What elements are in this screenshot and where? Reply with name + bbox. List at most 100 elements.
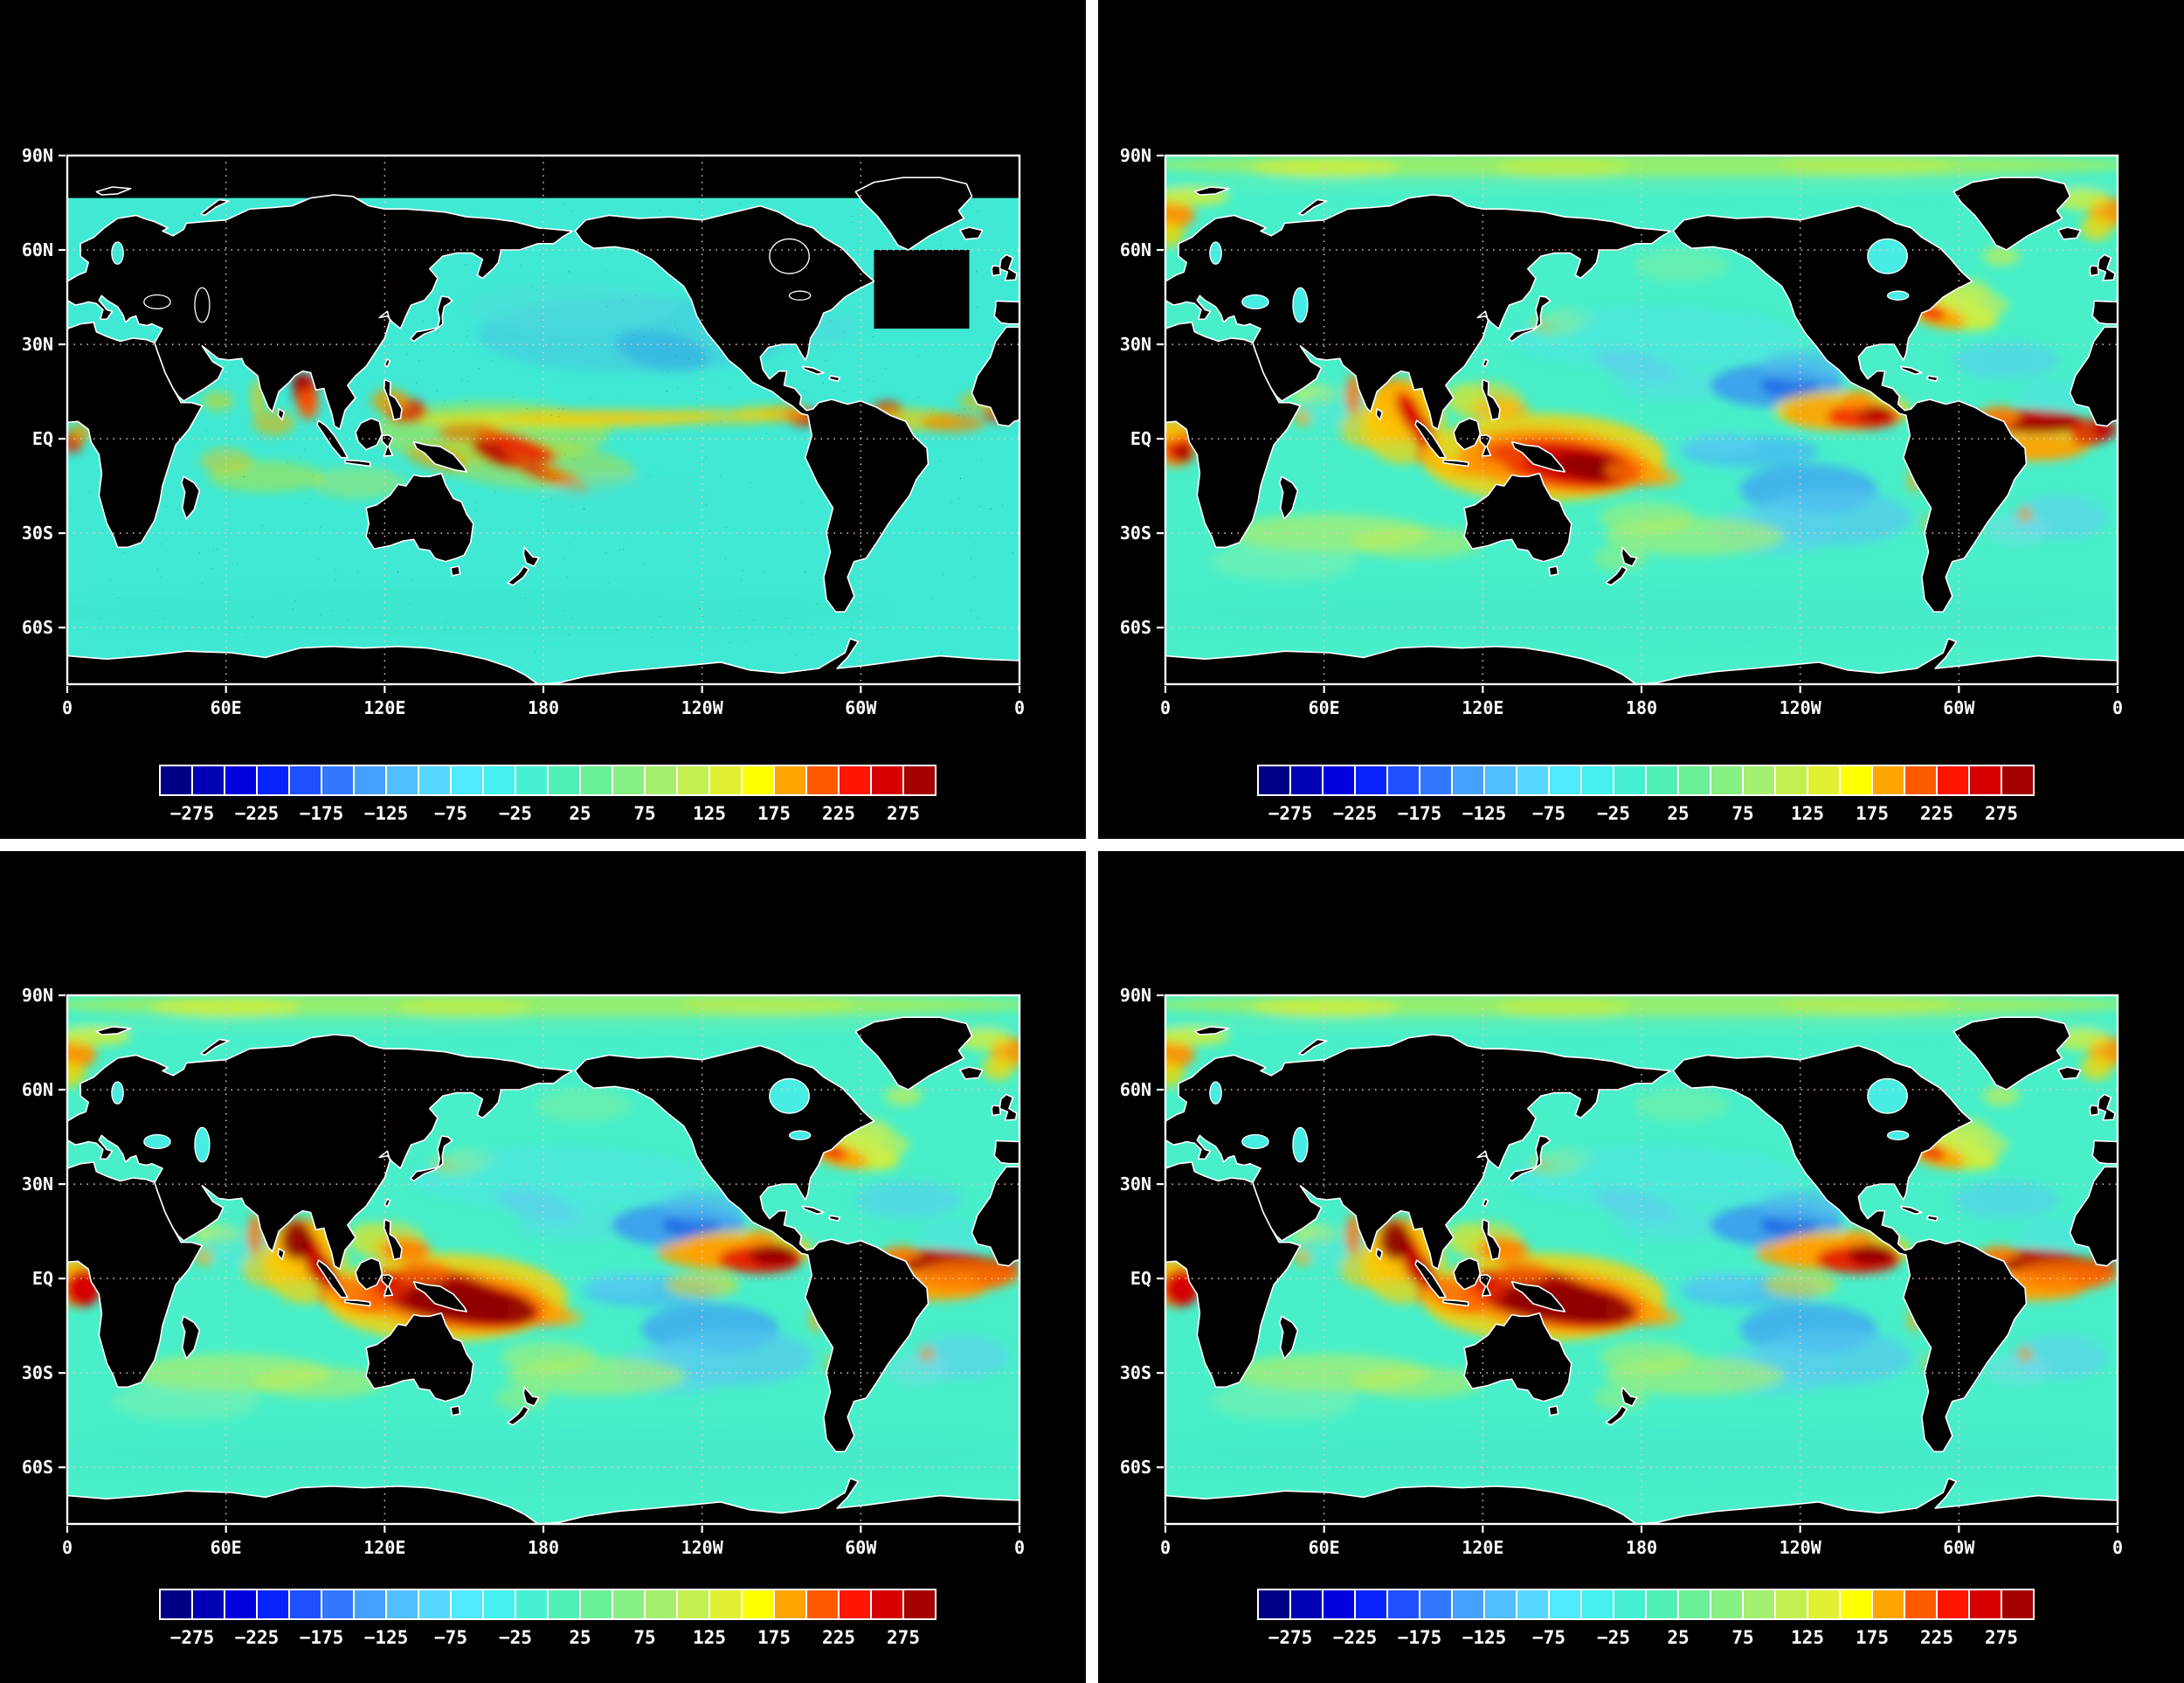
anomaly-blob	[541, 1306, 584, 1326]
lon-tick-label: 60W	[845, 1537, 877, 1558]
colorbar-swatch	[1904, 1589, 1938, 1620]
map-frame	[1164, 154, 2119, 686]
landmass	[95, 1026, 132, 1035]
top-right-plot-area: 0 60E 120E 180 120W 60W 0 90N 60N 30N EQ 30S 60S	[1120, 145, 2123, 718]
great_lakes-inland-water	[788, 1130, 812, 1140]
landmass	[412, 1280, 467, 1312]
colorbar-tick-label: −25	[1597, 1627, 1630, 1648]
anomaly-blob	[67, 1014, 1019, 1034]
lon-tick-label: 120W	[1780, 697, 1822, 718]
lon-tick-label: 120W	[681, 697, 724, 718]
landmass	[1952, 1016, 2071, 1091]
colorbar-swatch	[1645, 765, 1679, 796]
anomaly-blob	[1683, 432, 1759, 458]
colorbar-tick-label: −175	[1398, 803, 1442, 824]
colorbar-swatch	[805, 765, 840, 796]
anomaly-blob	[1599, 1341, 1695, 1374]
landmass	[1165, 1161, 1302, 1389]
hudson-inland-water	[769, 1077, 810, 1114]
landmass	[365, 472, 474, 563]
colorbar-swatch	[708, 1589, 743, 1620]
lat-tick-label: 90N	[22, 145, 53, 166]
landmass	[1510, 1280, 1565, 1312]
colorbar-tick-label: −25	[499, 1627, 532, 1648]
colorbar-swatch	[1580, 1589, 1614, 1620]
colorbar-swatch	[773, 765, 807, 796]
landmass	[522, 1386, 540, 1407]
colorbar-swatch	[224, 1589, 258, 1620]
anomaly-blob	[2001, 415, 2086, 433]
landmass	[95, 186, 132, 196]
landmass	[1193, 1026, 1230, 1035]
lat-tick-label: EQ	[1130, 428, 1151, 449]
anomaly-blob	[681, 995, 856, 1015]
landmass	[1479, 434, 1492, 457]
colorbar-tick-label: −275	[1268, 1627, 1313, 1648]
colorbar-swatch	[288, 1589, 322, 1620]
anomaly-blob	[2016, 1346, 2034, 1362]
landmass	[1481, 378, 1501, 421]
axis-ticks	[59, 994, 1021, 1533]
landmass	[1510, 440, 1565, 473]
colorbar-swatch	[1871, 765, 1905, 796]
colorbar-swatch	[1807, 1589, 1841, 1620]
landmass	[384, 358, 391, 368]
anomaly-blob	[1496, 158, 1628, 178]
lat-tick-label: 30S	[1120, 1362, 1151, 1383]
colorbar-swatch	[644, 765, 678, 796]
landmass	[410, 295, 453, 343]
anomaly-blob	[2056, 188, 2110, 211]
lon-tick-label: 120W	[1780, 1537, 1822, 1558]
lat-tick-label: 60S	[1120, 1457, 1151, 1478]
colorbar-tick-label: 75	[633, 1627, 655, 1648]
anomaly-blob	[1633, 1090, 1729, 1122]
colorbar-swatch	[1483, 765, 1517, 796]
anomaly-blob	[1496, 998, 1628, 1018]
landmass	[381, 434, 394, 457]
colorbar-tick-label: −125	[364, 1627, 409, 1648]
colorbar-tick-label: −125	[1462, 803, 1507, 824]
colorbar-swatch	[838, 1589, 872, 1620]
colorbar-tick-label: 225	[822, 1627, 855, 1648]
colorbar-swatch	[838, 765, 872, 796]
top-left-plot-area: 0 60E 120E 180 120W 60W 0 90N 60N 30N EQ 30S 60S	[22, 145, 1025, 718]
anomaly-blob	[1445, 382, 1483, 414]
colorbar: −275 −225 −175 −125 −75 −25 25 75 125 175 225 275	[1257, 765, 2035, 824]
colorbar-swatch	[1677, 1589, 1711, 1620]
lat-tick-label: 90N	[1120, 145, 1151, 166]
anomaly-blob	[1639, 1306, 1682, 1326]
colorbar: −275 −225 −175 −125 −75 −25 25 75 125 175 225 275	[1257, 1589, 2035, 1648]
anomaly-blob	[1445, 1222, 1483, 1254]
anomaly-blob	[516, 1209, 633, 1241]
anomaly-blob	[1509, 306, 1800, 370]
landmass	[200, 198, 230, 217]
landmass	[999, 1093, 1018, 1121]
lon-tick-label: 0	[1014, 697, 1025, 718]
graticule	[67, 995, 1019, 1524]
colorbar-tick-label: −125	[364, 803, 409, 824]
anomaly-blob	[855, 1181, 962, 1219]
anomaly-blob	[1210, 542, 1359, 581]
colorbar-swatch	[547, 765, 581, 796]
colorbar-tick-label: −25	[499, 803, 532, 824]
colorbar-swatch	[1839, 765, 1873, 796]
anomaly-blob	[1639, 467, 1682, 487]
landmass	[383, 378, 403, 421]
anomaly-blob	[1633, 250, 1729, 282]
colorbar-swatch	[1968, 765, 2002, 796]
map-frame	[1164, 994, 2119, 1526]
colorbar-tick-label: 25	[1667, 803, 1689, 824]
colorbar-swatch	[1613, 765, 1647, 796]
colorbar-swatch	[1322, 765, 1356, 796]
caspian-inland-water	[194, 287, 211, 323]
colorbar-swatch	[1548, 765, 1582, 796]
anomaly-blob	[1614, 369, 1731, 401]
colorbar-tick-label: −75	[1532, 1627, 1565, 1648]
colorbar-swatch	[1386, 765, 1420, 796]
lat-tick-label: EQ	[32, 428, 53, 449]
landmass	[1482, 358, 1489, 368]
lat-tick-label: 30S	[22, 523, 53, 544]
great_lakes-inland-water	[1886, 1130, 1910, 1140]
anomaly-blob	[1599, 502, 1695, 534]
landmass	[1298, 1038, 1328, 1056]
